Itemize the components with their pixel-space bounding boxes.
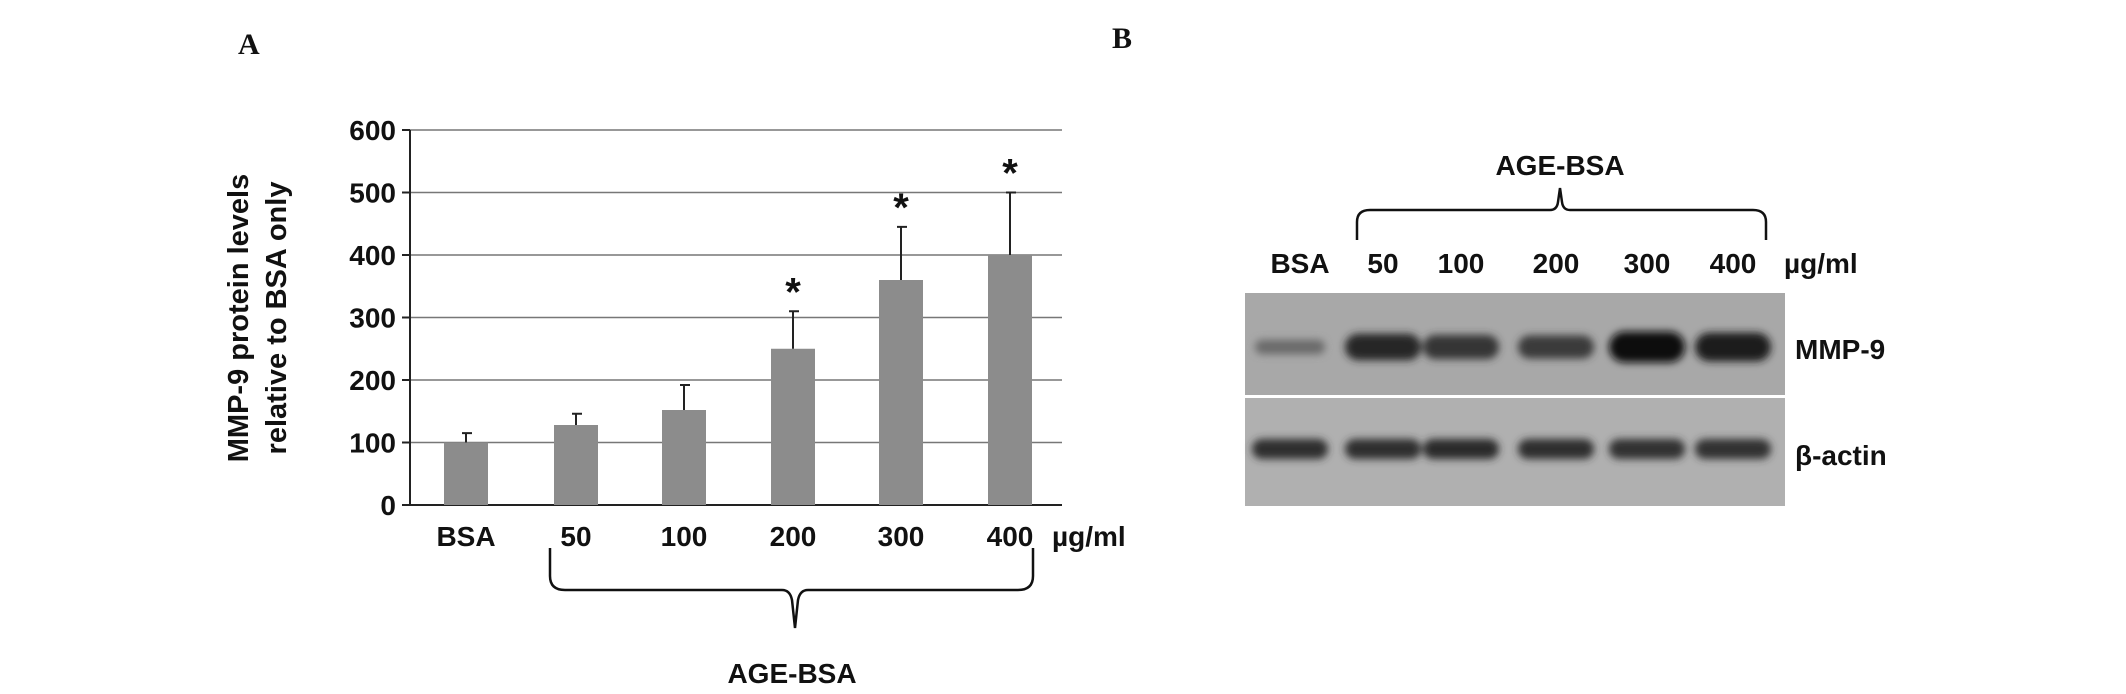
- blot-membrane-mmp9: [1245, 293, 1785, 395]
- mmp9-band: [1695, 332, 1771, 362]
- bar: [444, 442, 488, 505]
- beta-actin-band: [1423, 439, 1499, 459]
- lane-label: 400: [1710, 248, 1757, 279]
- mmp9-band: [1423, 334, 1499, 360]
- blot-age-bsa-bracket: [1355, 187, 1768, 240]
- blot-bands: [1252, 331, 1771, 459]
- lane-label: 300: [1624, 248, 1671, 279]
- bar: [554, 425, 598, 505]
- y-tick-label: 0: [380, 490, 396, 521]
- y-axis-label-line1: MMP-9 protein levels: [223, 174, 255, 462]
- bar-chart: * * * 0 100 200 300 400 500 600 BSA 50 100 200 300 40…: [223, 115, 1126, 689]
- significance-markers: * * *: [785, 152, 1018, 315]
- y-tick-label: 300: [349, 303, 396, 334]
- beta-actin-band: [1609, 439, 1685, 459]
- significance-star: *: [893, 186, 909, 230]
- x-tick-label: 300: [878, 521, 925, 552]
- error-bars: [462, 191, 1016, 443]
- beta-actin-band: [1695, 439, 1771, 459]
- y-tick-label: 400: [349, 240, 396, 271]
- y-tick-label: 500: [349, 178, 396, 209]
- mmp9-band: [1518, 335, 1594, 359]
- blot-membrane-actin: [1245, 398, 1785, 506]
- blot-unit-label: µg/ml: [1784, 248, 1858, 279]
- x-tick-label: 100: [661, 521, 708, 552]
- significance-star: *: [1002, 152, 1018, 196]
- x-tick-label: 400: [987, 521, 1034, 552]
- x-tick-label: 50: [560, 521, 591, 552]
- bar: [771, 348, 815, 505]
- lane-label: 200: [1533, 248, 1580, 279]
- age-bsa-bracket: [548, 548, 1035, 629]
- beta-actin-band: [1518, 439, 1594, 459]
- mmp9-band: [1345, 333, 1421, 361]
- y-tick-label: 600: [349, 115, 396, 146]
- lane-label: 100: [1438, 248, 1485, 279]
- x-tick-label: BSA: [436, 521, 495, 552]
- grid-lines: [410, 129, 1062, 506]
- row-label-mmp9: MMP-9: [1795, 334, 1885, 365]
- y-axis-ticks: 0 100 200 300 400 500 600: [349, 115, 410, 521]
- panel-a-label: A: [238, 28, 260, 61]
- lane-label: 50: [1367, 248, 1398, 279]
- lane-labels: BSA 50 100 200 300 400: [1270, 248, 1756, 279]
- panel-b-label: B: [1112, 22, 1133, 55]
- mmp9-band: [1255, 339, 1325, 355]
- bars: [444, 255, 1032, 505]
- x-axis-ticks: BSA 50 100 200 300 400: [436, 521, 1033, 552]
- row-label-beta-actin: β-actin: [1795, 440, 1887, 471]
- beta-actin-band: [1252, 439, 1328, 459]
- y-axis-label-line2: relative to BSA only: [261, 182, 293, 455]
- blot-group-label: AGE-BSA: [1495, 150, 1624, 181]
- y-tick-label: 200: [349, 365, 396, 396]
- significance-star: *: [785, 270, 801, 314]
- group-label: AGE-BSA: [727, 658, 856, 689]
- lane-label: BSA: [1270, 248, 1329, 279]
- bar: [879, 280, 923, 505]
- bar: [988, 255, 1032, 505]
- mmp9-band: [1609, 331, 1685, 363]
- bar: [662, 410, 706, 505]
- beta-actin-band: [1345, 439, 1421, 459]
- y-tick-label: 100: [349, 428, 396, 459]
- x-tick-label: 200: [770, 521, 817, 552]
- unit-label: µg/ml: [1052, 521, 1126, 552]
